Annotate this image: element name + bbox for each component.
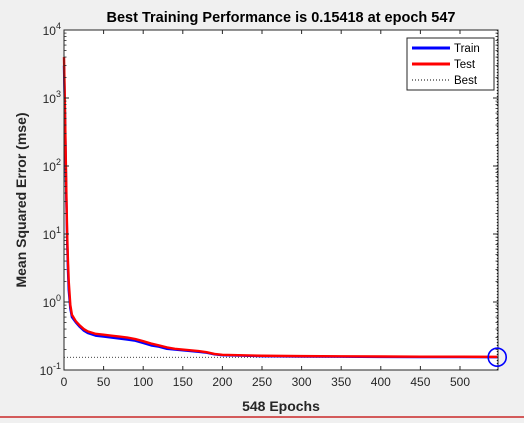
x-tick-label: 400 xyxy=(371,375,391,389)
x-tick-label: 200 xyxy=(212,375,232,389)
y-axis-label: Mean Squared Error (mse) xyxy=(13,112,29,287)
x-tick-label: 300 xyxy=(292,375,312,389)
legend: Train Test Best xyxy=(406,37,495,91)
y-tick-label: 100 xyxy=(43,293,61,310)
plot-frame xyxy=(63,29,499,371)
y-tick-label: 103 xyxy=(43,89,61,106)
y-tick-label: 102 xyxy=(43,157,61,174)
y-axis-ticks: 10-1 100 101 102 103 104 xyxy=(40,21,498,378)
y-tick-label: 10-1 xyxy=(40,361,61,378)
series-line-test xyxy=(62,57,498,359)
x-tick-label: 350 xyxy=(331,375,351,389)
series-layer xyxy=(62,57,498,359)
y-tick-label: 104 xyxy=(43,21,61,38)
legend-label-best: Best xyxy=(454,75,478,87)
x-tick-label: 150 xyxy=(173,375,193,389)
x-axis-label: 548 Epochs xyxy=(242,398,320,414)
x-tick-label: 100 xyxy=(133,375,153,389)
window-bottom-edge xyxy=(0,416,524,418)
x-tick-label: 0 xyxy=(61,375,68,389)
x-tick-label: 50 xyxy=(97,375,111,389)
x-tick-label: 450 xyxy=(410,375,430,389)
y-tick-label: 101 xyxy=(43,225,61,242)
legend-label-test: Test xyxy=(454,59,476,71)
x-tick-label: 500 xyxy=(450,375,470,389)
x-tick-label: 250 xyxy=(252,375,272,389)
best-marker xyxy=(487,347,508,368)
chart-title: Best Training Performance is 0.15418 at … xyxy=(107,10,456,26)
x-axis-ticks: 0 50 100 150 200 250 300 350 400 450 500 xyxy=(61,30,470,389)
legend-label-train: Train xyxy=(454,43,480,55)
